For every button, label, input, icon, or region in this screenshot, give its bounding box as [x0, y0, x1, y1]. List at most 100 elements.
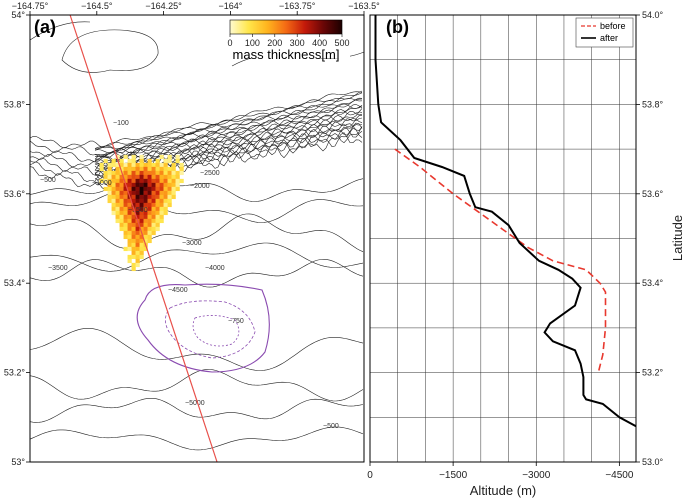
heatmap-cell: [115, 194, 120, 200]
heatmap-cell: [127, 166, 132, 172]
heatmap-cell: [163, 202, 168, 208]
panel-b-label: (b): [386, 17, 409, 37]
x-tick-label: −3000: [522, 470, 551, 481]
colorbar-tick-label: 200: [267, 38, 282, 48]
colorbar-tick-label: 400: [312, 38, 327, 48]
heatmap-cell: [167, 202, 172, 208]
heatmap-cell: [111, 178, 116, 184]
legend-after-label: after: [600, 33, 618, 43]
heatmap-cell: [143, 246, 148, 252]
heatmap-cell: [151, 174, 156, 180]
heatmap-cell: [163, 174, 168, 180]
heatmap-cell: [139, 174, 144, 180]
heatmap-cell: [163, 182, 168, 188]
heatmap-cell: [139, 250, 144, 256]
x-tick-label: −164.75°: [12, 1, 49, 11]
heatmap-cell: [127, 206, 132, 212]
heatmap-cell: [163, 170, 168, 176]
heatmap-cell: [123, 226, 128, 232]
heatmap-cell: [139, 166, 144, 172]
heatmap-cell: [147, 182, 152, 188]
contour-label: −5000: [185, 400, 205, 407]
heatmap-cell: [147, 194, 152, 200]
heatmap-cell: [123, 190, 128, 196]
heatmap-cell: [147, 198, 152, 204]
heatmap-cell: [131, 198, 136, 204]
heatmap-cell: [119, 194, 124, 200]
heatmap-cell: [167, 170, 172, 176]
heatmap-cell: [147, 166, 152, 172]
heatmap-cell: [119, 210, 124, 216]
heatmap-cell: [111, 198, 116, 204]
contour-label: −2000: [190, 183, 210, 190]
heatmap-cell: [151, 218, 156, 224]
heatmap-cell: [139, 214, 144, 220]
heatmap-cell: [115, 218, 120, 224]
heatmap-cell: [127, 254, 132, 260]
heatmap-cell: [123, 246, 128, 252]
contour-line: [29, 328, 364, 371]
heatmap-cell: [155, 206, 160, 212]
heatmap-cell: [159, 166, 164, 172]
heatmap-cell: [151, 222, 156, 228]
heatmap-cell: [131, 170, 136, 176]
colorbar: 0 100 200 300 400 500 mass thickness[m]: [222, 17, 350, 62]
colorbar-bar: [229, 19, 343, 35]
heatmap-cell: [107, 166, 112, 172]
heatmap-cell: [143, 222, 148, 228]
heatmap-cell: [119, 178, 124, 184]
heatmap-cell: [143, 178, 148, 184]
heatmap-cell: [159, 154, 164, 160]
heatmap-cell: [115, 174, 120, 180]
heatmap-cell: [151, 210, 156, 216]
heatmap-cell: [139, 202, 144, 208]
heatmap-cell: [171, 178, 176, 184]
heatmap-cell: [123, 178, 128, 184]
heatmap-cell: [179, 170, 184, 176]
heatmap-cell: [143, 226, 148, 232]
heatmap-cell: [135, 242, 140, 248]
contour-line: [94, 117, 363, 174]
heatmap-cell: [135, 250, 140, 256]
heatmap-cell: [115, 154, 120, 160]
series-after: [374, 15, 637, 428]
heatmap-cell: [135, 202, 140, 208]
heatmap-cell: [143, 218, 148, 224]
heatmap-cell: [151, 194, 156, 200]
heatmap-cell: [147, 186, 152, 192]
heatmap-cell: [139, 210, 144, 216]
heatmap-cell: [143, 230, 148, 236]
heatmap-cell: [103, 174, 108, 180]
y-axis-label: Latitude: [670, 215, 685, 261]
heatmap-cell: [119, 166, 124, 172]
heatmap-cell: [163, 186, 168, 192]
heatmap-cell: [151, 226, 156, 232]
contour-label: −500: [323, 423, 339, 430]
heatmap-cell: [127, 214, 132, 220]
heatmap-cell: [159, 182, 164, 188]
heatmap-cell: [119, 222, 124, 228]
heatmap-cell: [167, 154, 172, 160]
heatmap-cell: [127, 218, 132, 224]
heatmap-cell: [175, 154, 180, 160]
heatmap-cell: [139, 226, 144, 232]
x-tick-label: −1500: [439, 470, 468, 481]
heatmap-cell: [151, 186, 156, 192]
heatmap-cell: [131, 154, 136, 160]
heatmap-cell: [135, 246, 140, 252]
heatmap-cell: [111, 174, 116, 180]
heatmap-cell: [115, 178, 120, 184]
heatmap-cell: [163, 158, 168, 164]
heatmap-cell: [155, 202, 160, 208]
heatmap-cell: [103, 170, 108, 176]
heatmap-cell: [131, 178, 136, 184]
heatmap-cell: [135, 186, 140, 192]
deposit-contours: [136, 283, 270, 373]
heatmap-cell: [159, 214, 164, 220]
heatmap-cell: [135, 210, 140, 216]
heatmap-cell: [163, 194, 168, 200]
panel-a: −100 −500 −1000 −1500 −2000 −2500 −3000 −3500 −4…: [4, 1, 380, 467]
heatmap-cell: [135, 162, 140, 168]
heatmap-cell: [163, 190, 168, 196]
